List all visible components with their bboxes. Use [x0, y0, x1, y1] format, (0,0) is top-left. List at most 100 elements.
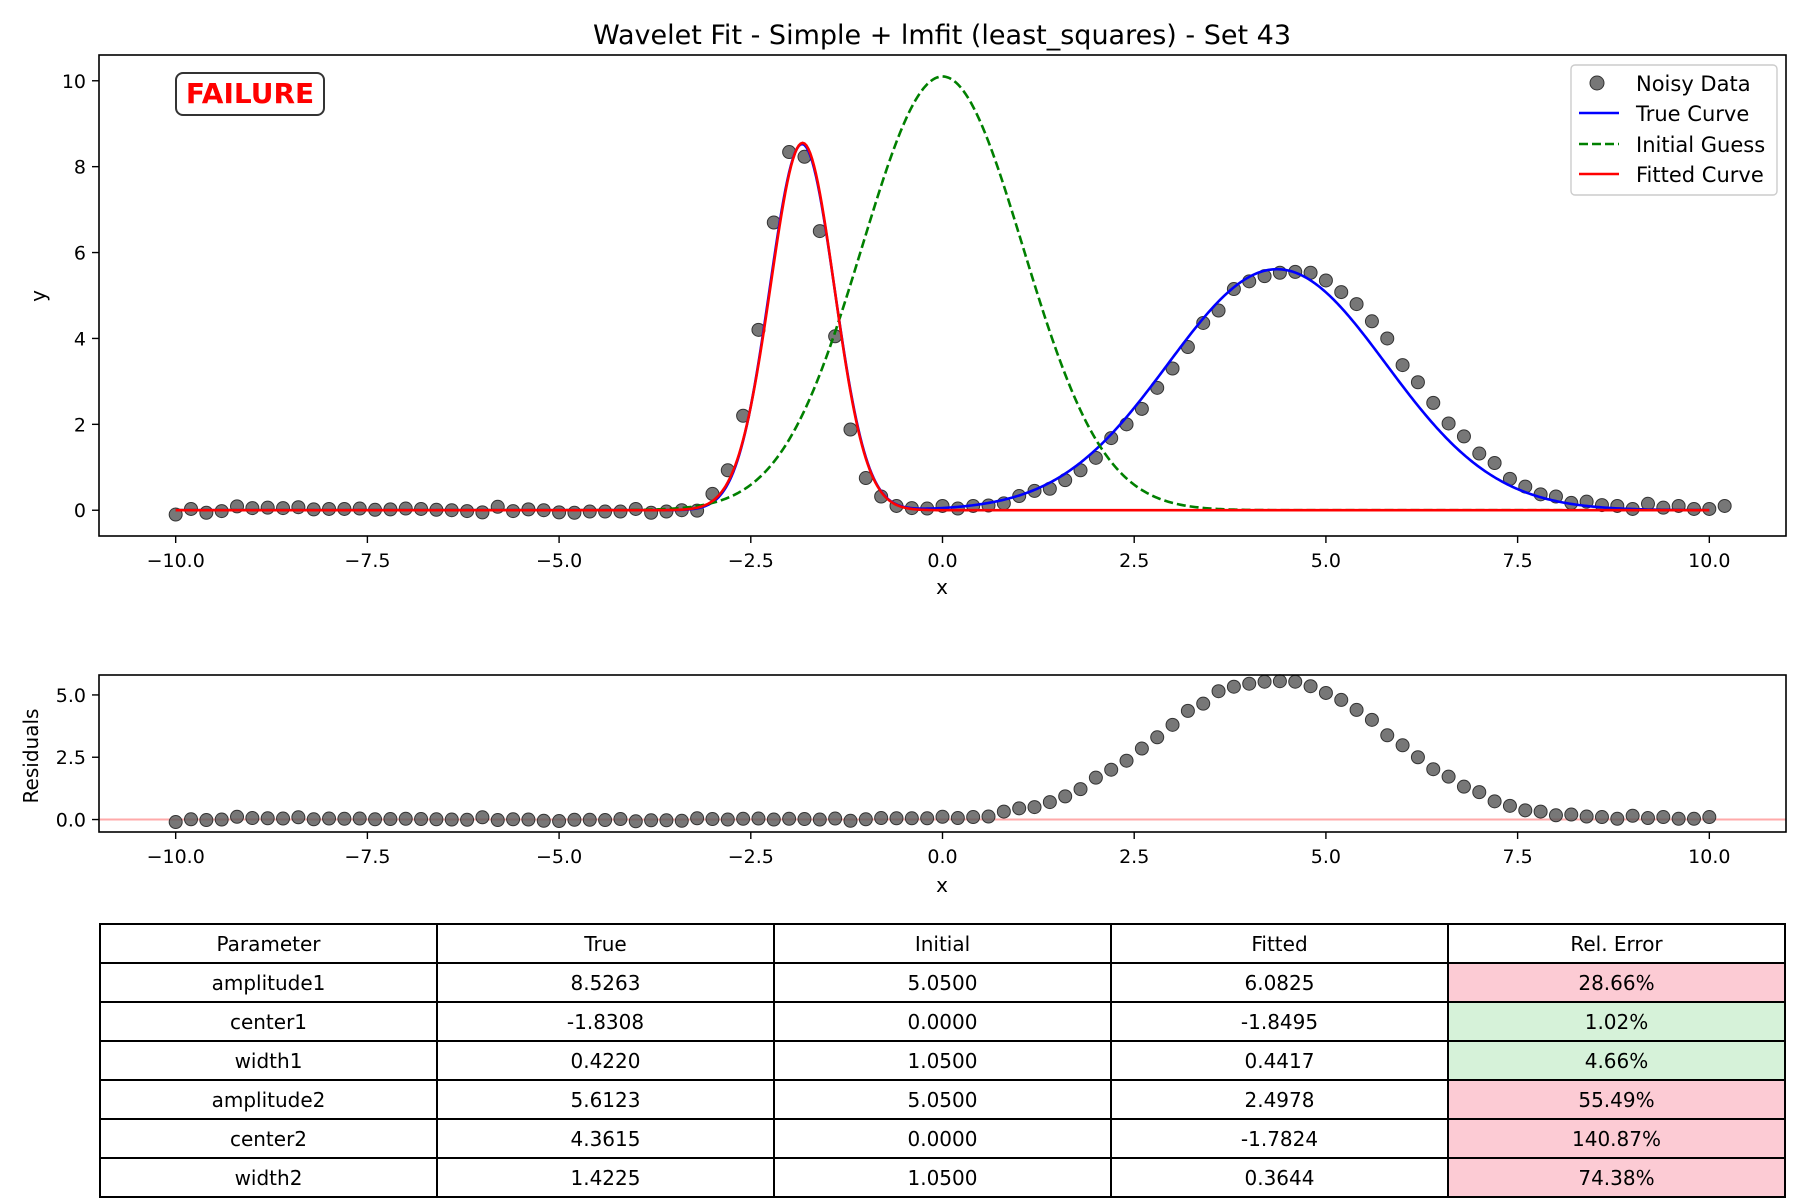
- table-header-row: Parameter True Initial Fitted Rel. Error: [99, 923, 1786, 964]
- x-tick-label: 10.0: [1688, 550, 1730, 572]
- residual-point: [444, 812, 459, 827]
- residual-point: [1426, 762, 1441, 777]
- residual-point: [475, 810, 490, 825]
- residual-point: [567, 812, 582, 827]
- rel-error-cell: 1.02%: [1447, 1001, 1786, 1042]
- value-cell: 1.0500: [773, 1157, 1112, 1198]
- rel-error-cell: 140.87%: [1447, 1118, 1786, 1159]
- residual-point: [521, 812, 536, 827]
- residual-point: [1257, 674, 1272, 689]
- noisy-data-point: [1395, 358, 1410, 373]
- value-cell: 5.6123: [436, 1079, 775, 1120]
- noisy-data-point: [1318, 273, 1333, 288]
- main-x-axis-label: x: [936, 575, 948, 599]
- x-tick-label: 7.5: [1503, 550, 1533, 572]
- x-tick-label: −2.5: [728, 846, 774, 868]
- residual-point: [1318, 685, 1333, 700]
- residual-point: [245, 811, 260, 826]
- residuals-series: [99, 674, 1786, 830]
- residual-point: [1533, 804, 1548, 819]
- value-cell: 5.0500: [773, 1079, 1112, 1120]
- noisy-data-point: [199, 505, 214, 520]
- residual-point: [996, 804, 1011, 819]
- legend-noisy-data-label: Noisy Data: [1636, 72, 1751, 96]
- noisy-data-point: [276, 501, 291, 516]
- residual-point: [1134, 741, 1149, 756]
- residual-point: [690, 811, 705, 826]
- residual-point: [920, 811, 935, 826]
- x-tick-label: 2.5: [1119, 550, 1149, 572]
- noisy-data-point: [1211, 303, 1226, 318]
- y-tick-label: 0: [74, 500, 86, 522]
- residual-point: [935, 809, 950, 824]
- value-cell: 1.0500: [773, 1040, 1112, 1081]
- residual-point: [230, 809, 245, 824]
- legend-noisy-data-marker: [1589, 75, 1605, 91]
- residual-point: [506, 812, 521, 827]
- residual-point: [1395, 738, 1410, 753]
- main-series: [168, 75, 1732, 522]
- residual-point: [904, 811, 919, 826]
- noisy-data-point: [1349, 297, 1364, 312]
- residual-point: [966, 810, 981, 825]
- rel-error-cell: 74.38%: [1447, 1157, 1786, 1198]
- residual-point: [1042, 795, 1057, 810]
- residual-point: [736, 811, 751, 826]
- noisy-data-point: [1472, 446, 1487, 461]
- residual-point: [168, 815, 183, 830]
- residual-point: [1702, 810, 1717, 825]
- noisy-data-point: [1134, 401, 1149, 416]
- residual-point: [1380, 728, 1395, 743]
- residual-point: [398, 811, 413, 826]
- residual-point: [1119, 753, 1134, 768]
- x-tick-label: 5.0: [1311, 550, 1341, 572]
- parameter-table: Parameter True Initial Fitted Rel. Error…: [99, 923, 1786, 1198]
- noisy-data-point: [1656, 500, 1671, 515]
- main-plot: Wavelet Fit - Simple + lmfit (least_squa…: [26, 20, 1787, 599]
- residual-point: [751, 811, 766, 826]
- residual-point: [291, 810, 306, 825]
- y-tick-label: 5.0: [56, 685, 86, 707]
- value-cell: 0.4220: [436, 1040, 775, 1081]
- noisy-data-point: [1487, 455, 1502, 470]
- value-cell: 8.5263: [436, 962, 775, 1003]
- y-tick-label: 0.0: [56, 810, 86, 832]
- residual-point: [383, 812, 398, 827]
- residual-point: [1487, 794, 1502, 809]
- noisy-data-point: [1717, 498, 1732, 513]
- residual-point: [1625, 808, 1640, 823]
- y-tick-label: 2.5: [56, 747, 86, 769]
- x-tick-label: −7.5: [344, 846, 390, 868]
- y-tick-label: 8: [74, 157, 86, 179]
- residual-point: [766, 812, 781, 827]
- table-row: width1 0.4220 1.0500 0.4417 4.66%: [99, 1040, 1786, 1081]
- residual-point: [889, 811, 904, 826]
- noisy-data-point: [352, 501, 367, 516]
- noisy-data-point: [291, 500, 306, 515]
- residual-point: [1610, 811, 1625, 826]
- y-tick-label: 10: [62, 71, 86, 93]
- noisy-data-point: [1119, 417, 1134, 432]
- value-cell: -1.7824: [1110, 1118, 1449, 1159]
- residual-point: [858, 812, 873, 827]
- residual-point: [843, 813, 858, 828]
- main-y-axis-label: y: [26, 290, 50, 302]
- x-tick-label: 7.5: [1503, 846, 1533, 868]
- noisy-data-point: [1334, 285, 1349, 300]
- param-name-cell: width1: [99, 1040, 438, 1081]
- legend-box: [1570, 64, 1778, 196]
- x-tick-label: −7.5: [344, 550, 390, 572]
- table-row: width2 1.4225 1.0500 0.3644 74.38%: [99, 1157, 1786, 1198]
- residual-point: [1456, 779, 1471, 794]
- residual-point: [628, 814, 643, 829]
- header-initial: Initial: [773, 923, 1112, 964]
- residual-point: [659, 813, 674, 828]
- rel-error-cell: 4.66%: [1447, 1040, 1786, 1081]
- x-tick-label: 0.0: [927, 550, 957, 572]
- residual-point: [1564, 807, 1579, 822]
- value-cell: -1.8308: [436, 1001, 775, 1042]
- value-cell: 5.0500: [773, 962, 1112, 1003]
- residual-point: [1073, 782, 1088, 797]
- status-badge: FAILURE: [175, 72, 325, 116]
